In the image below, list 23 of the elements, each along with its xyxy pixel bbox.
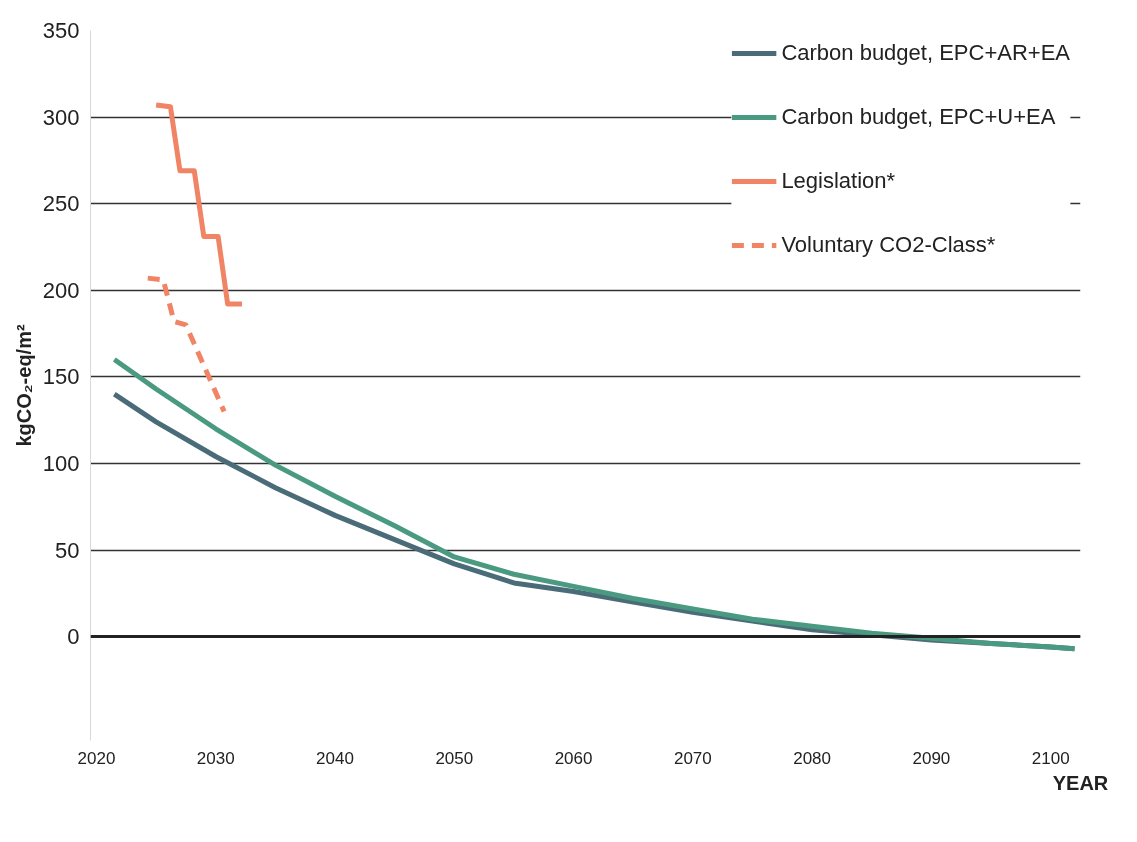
x-tick-label: 2060 (554, 748, 593, 768)
x-tick-label: 2090 (912, 748, 951, 768)
x-tick-label: 2100 (1031, 748, 1070, 768)
legend-label: Carbon budget, EPC+U+EA (781, 104, 1056, 130)
y-tick-label: 0 (67, 624, 80, 650)
y-tick-label: 350 (42, 18, 80, 43)
x-tick-label: 2020 (77, 748, 116, 768)
y-tick-label: 150 (42, 364, 80, 390)
y-axis-title: kgCO₂-eq/m² (12, 324, 35, 447)
x-tick-label: 2030 (196, 748, 235, 768)
y-tick-label: 250 (42, 191, 80, 217)
y-tick-label: 100 (42, 450, 80, 476)
y-tick-label: 300 (42, 104, 80, 130)
legend-label: Voluntary CO2-Class* (781, 232, 996, 258)
legend-label: Legislation* (781, 168, 896, 194)
y-tick-label: 50 (55, 537, 80, 563)
x-tick-label: 2070 (673, 748, 712, 768)
legend-label: Carbon budget, EPC+AR+EA (781, 40, 1070, 66)
x-axis-title: YEAR (1052, 771, 1109, 794)
x-tick-label: 2040 (316, 748, 354, 768)
x-tick-label: 2080 (793, 748, 832, 768)
y-tick-label: 200 (42, 277, 80, 303)
x-tick-label: 2050 (435, 748, 474, 768)
